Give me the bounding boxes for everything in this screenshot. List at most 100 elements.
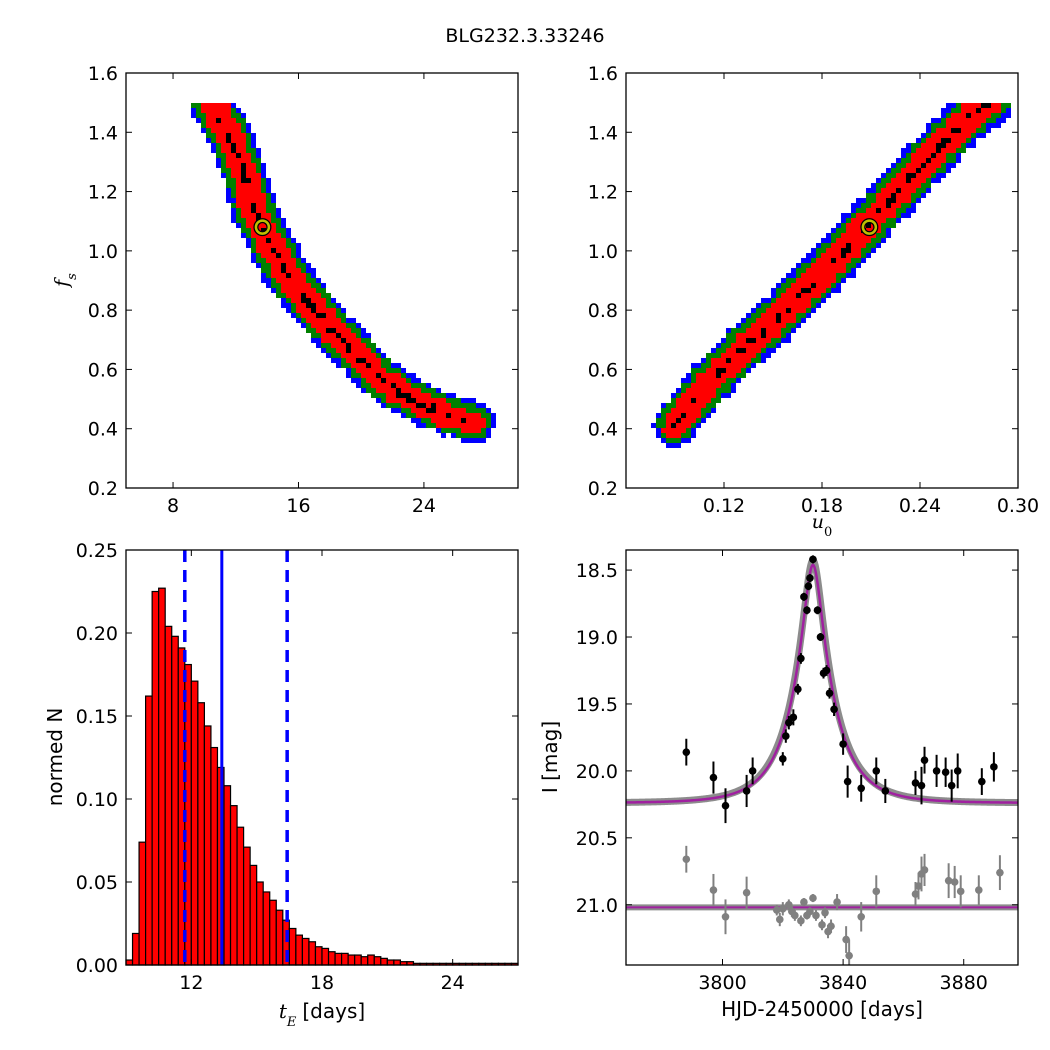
histogram-bar: [138, 841, 147, 966]
y-tick-label: 20.0: [576, 761, 618, 783]
posterior-cell: [981, 118, 986, 123]
posterior-cell: [951, 123, 956, 128]
posterior-cell: [836, 273, 841, 278]
posterior-cell: [361, 353, 366, 358]
posterior-cell: [741, 318, 746, 323]
posterior-cell: [841, 218, 846, 223]
posterior-cell: [301, 323, 306, 328]
posterior-cell: [731, 338, 736, 343]
posterior-cell: [361, 363, 366, 368]
posterior-cell: [336, 353, 341, 358]
posterior-cell: [296, 298, 301, 303]
posterior-cell: [811, 278, 816, 283]
posterior-cell: [751, 333, 756, 338]
posterior-cell: [246, 193, 251, 198]
posterior-cell: [311, 323, 316, 328]
posterior-cell: [281, 298, 286, 303]
posterior-cell: [766, 338, 771, 343]
posterior-cell: [836, 263, 841, 268]
posterior-cell: [696, 398, 701, 403]
posterior-cell: [461, 433, 466, 438]
posterior-cell: [721, 343, 726, 348]
posterior-cell: [741, 338, 746, 343]
posterior-cell: [906, 163, 911, 168]
posterior-cell: [746, 323, 751, 328]
posterior-cell: [846, 228, 851, 233]
posterior-cell: [771, 298, 776, 303]
posterior-cell: [671, 438, 676, 443]
posterior-cell: [951, 128, 956, 133]
posterior-cell: [266, 208, 271, 213]
posterior-cell: [711, 393, 716, 398]
posterior-cell: [296, 268, 301, 273]
posterior-cell: [681, 388, 686, 393]
posterior-cell: [231, 213, 236, 218]
posterior-cell: [716, 358, 721, 363]
posterior-cell: [406, 393, 411, 398]
posterior-cell: [471, 403, 476, 408]
posterior-cell: [251, 173, 256, 178]
posterior-cell: [391, 398, 396, 403]
posterior-cell: [266, 283, 271, 288]
posterior-cell: [331, 303, 336, 308]
posterior-cell: [216, 133, 221, 138]
posterior-cell: [901, 213, 906, 218]
posterior-cell: [766, 343, 771, 348]
posterior-cell: [1001, 103, 1006, 108]
posterior-cell: [236, 133, 241, 138]
posterior-cell: [941, 168, 946, 173]
posterior-cell: [391, 383, 396, 388]
y-tick-label: 0.4: [88, 419, 118, 441]
posterior-cell: [931, 153, 936, 158]
posterior-cell: [211, 123, 216, 128]
posterior-cell: [781, 303, 786, 308]
histogram-bar: [125, 959, 134, 966]
posterior-cell: [441, 403, 446, 408]
posterior-cell: [686, 428, 691, 433]
posterior-cell: [906, 188, 911, 193]
posterior-cell: [781, 328, 786, 333]
photometry-point: [779, 755, 787, 763]
posterior-cell: [871, 203, 876, 208]
posterior-cell: [961, 133, 966, 138]
posterior-cell: [876, 198, 881, 203]
posterior-cell: [881, 223, 886, 228]
posterior-cell: [376, 368, 381, 373]
posterior-cell: [231, 103, 236, 108]
posterior-cell: [801, 293, 806, 298]
posterior-cell: [851, 233, 856, 238]
histogram-bar: [229, 805, 238, 966]
posterior-cell: [371, 378, 376, 383]
posterior-cell: [291, 278, 296, 283]
posterior-cell: [341, 358, 346, 363]
posterior-cell: [431, 408, 436, 413]
posterior-cell: [346, 368, 351, 373]
posterior-cell: [366, 353, 371, 358]
posterior-cell: [471, 428, 476, 433]
posterior-cell: [241, 223, 246, 228]
residual-point: [709, 886, 718, 894]
best-fit-marker: [254, 219, 271, 235]
posterior-cell: [746, 333, 751, 338]
posterior-cell: [371, 368, 376, 373]
posterior-cell: [946, 163, 951, 168]
posterior-cell: [721, 338, 726, 343]
residual-point: [779, 904, 787, 913]
posterior-cell: [241, 148, 246, 153]
posterior-cell: [891, 193, 896, 198]
posterior-cell: [901, 188, 906, 193]
posterior-cell: [276, 248, 281, 253]
posterior-cell: [231, 158, 236, 163]
posterior-cell: [946, 123, 951, 128]
posterior-cell: [346, 328, 351, 333]
posterior-cell: [706, 363, 711, 368]
posterior-cell: [251, 258, 256, 263]
posterior-cell: [301, 258, 306, 263]
posterior-cell: [311, 328, 316, 333]
posterior-cell: [481, 433, 486, 438]
posterior-cell: [416, 423, 421, 428]
posterior-cell: [741, 343, 746, 348]
residual-point: [857, 913, 865, 921]
posterior-cell: [976, 103, 981, 108]
posterior-cell: [706, 373, 711, 378]
